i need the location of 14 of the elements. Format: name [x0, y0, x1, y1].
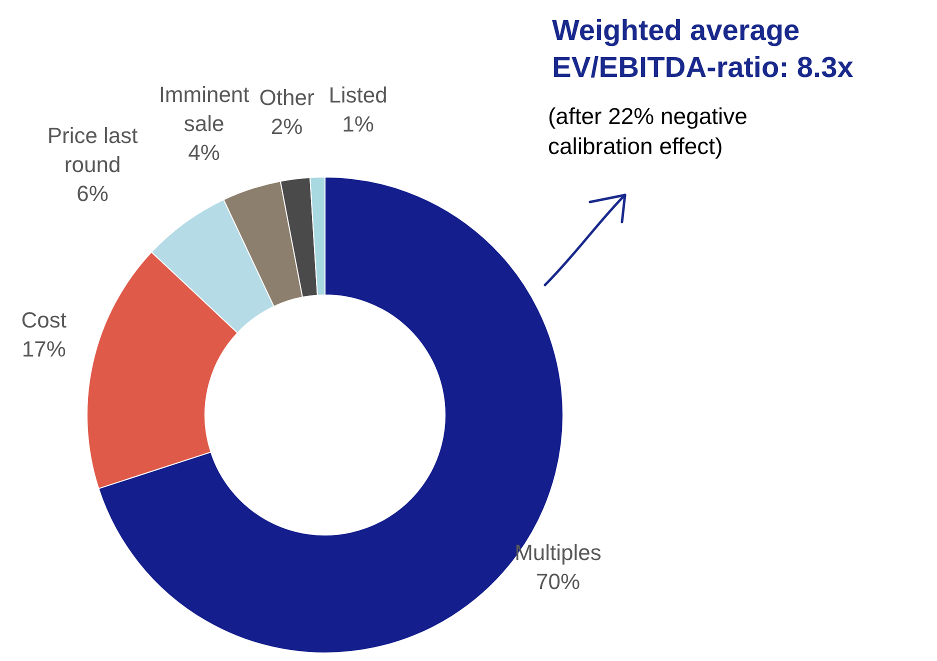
slice-label: Cost — [21, 308, 67, 333]
data-label: 2% — [270, 114, 303, 139]
data-label: 70% — [536, 568, 580, 594]
data-label: 1% — [342, 112, 374, 137]
slice-label: Price last round — [47, 123, 138, 178]
slice-label: Imminent sale — [158, 82, 250, 136]
data-label: 17% — [22, 336, 66, 362]
slice-label: Multiples — [514, 540, 602, 565]
text: Weighted average EV/EBITDA-ratio: 8.3x — [552, 15, 854, 84]
slice-label: Other — [259, 84, 314, 110]
data-label: 4% — [188, 140, 220, 166]
text: (after 22% negative calibration effect) — [548, 103, 748, 159]
slice-label: Listed — [328, 82, 388, 108]
data-label: 6% — [76, 181, 108, 206]
